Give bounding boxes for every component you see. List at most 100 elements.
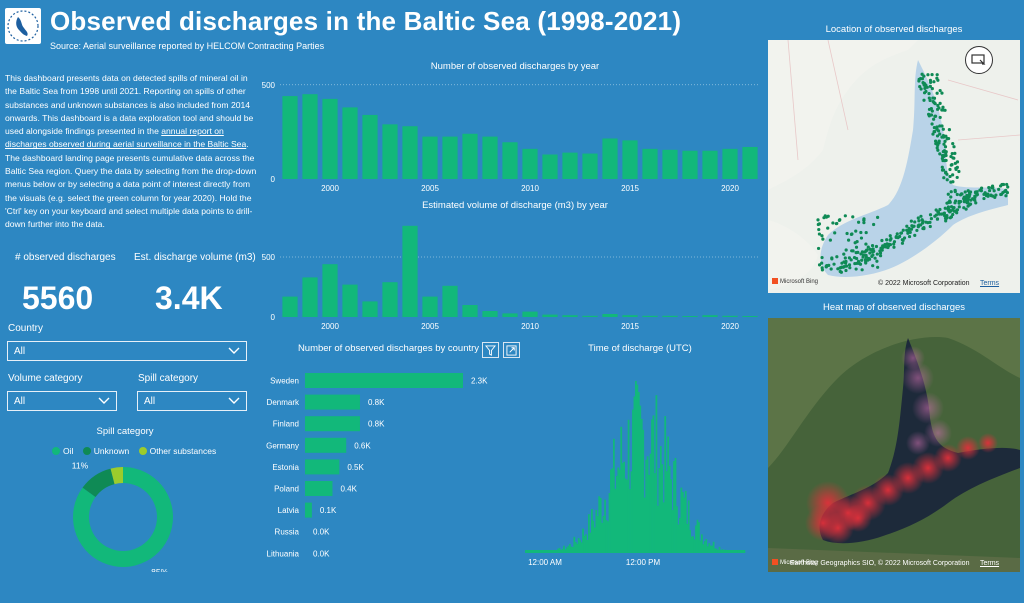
discharges-year-bar[interactable] bbox=[542, 154, 558, 180]
location-map[interactable]: Microsoft Bing © 2022 Microsoft Corporat… bbox=[768, 40, 1020, 293]
location-map-terms[interactable]: Terms bbox=[980, 280, 1000, 287]
spill-dropdown[interactable]: All bbox=[137, 391, 247, 411]
discharges-year-bar[interactable] bbox=[442, 136, 458, 179]
time-bar[interactable] bbox=[576, 543, 579, 553]
time-bar[interactable] bbox=[670, 479, 672, 553]
time-bar[interactable] bbox=[554, 550, 557, 553]
discharges-year-bar[interactable] bbox=[622, 140, 638, 179]
volume-year-bar[interactable] bbox=[542, 314, 558, 317]
time-bar[interactable] bbox=[629, 489, 631, 553]
time-bar[interactable] bbox=[676, 506, 678, 553]
volume-year-bar[interactable] bbox=[602, 314, 618, 317]
time-bar[interactable] bbox=[698, 522, 700, 553]
time-bar[interactable] bbox=[715, 548, 718, 553]
time-bar[interactable] bbox=[547, 550, 549, 553]
time-bar[interactable] bbox=[681, 491, 684, 553]
time-bar[interactable] bbox=[563, 545, 565, 553]
time-bar[interactable] bbox=[706, 546, 709, 553]
discharges-year-bar[interactable] bbox=[382, 124, 398, 179]
time-bar[interactable] bbox=[695, 525, 697, 553]
discharges-year-bar[interactable] bbox=[682, 150, 698, 179]
heat-map-terms[interactable]: Terms bbox=[980, 560, 1000, 567]
volume-year-bar[interactable] bbox=[442, 285, 458, 317]
time-bar[interactable] bbox=[548, 550, 551, 553]
time-bar[interactable] bbox=[608, 493, 611, 553]
time-bar[interactable] bbox=[657, 505, 659, 553]
donut-slice[interactable] bbox=[110, 467, 123, 485]
time-bar[interactable] bbox=[542, 550, 545, 553]
volume-dropdown[interactable]: All bbox=[7, 391, 117, 411]
volume-year-bar[interactable] bbox=[702, 315, 718, 317]
time-bar[interactable] bbox=[679, 517, 681, 553]
time-bar[interactable] bbox=[724, 549, 727, 553]
discharges-year-bar[interactable] bbox=[482, 136, 498, 179]
discharges-by-country-chart[interactable]: Sweden 2.3K Denmark 0.8K Finland 0.8K Germany 0… bbox=[255, 368, 515, 568]
time-bar[interactable] bbox=[539, 550, 542, 553]
time-bar[interactable] bbox=[624, 478, 627, 553]
country-bar[interactable] bbox=[305, 373, 463, 388]
time-bar[interactable] bbox=[733, 550, 736, 553]
volume-year-bar[interactable] bbox=[482, 311, 498, 317]
time-of-discharge-chart[interactable]: 12:00 AM 12:00 PM bbox=[520, 370, 750, 570]
time-bar[interactable] bbox=[525, 550, 527, 553]
time-bar[interactable] bbox=[598, 496, 601, 553]
time-bar[interactable] bbox=[696, 519, 699, 553]
time-bar[interactable] bbox=[725, 550, 728, 553]
time-bar[interactable] bbox=[551, 550, 554, 553]
spill-category-donut[interactable]: 85%11%4% bbox=[55, 462, 205, 572]
volume-year-bar[interactable] bbox=[362, 301, 378, 317]
time-bar[interactable] bbox=[667, 436, 670, 553]
time-bar[interactable] bbox=[538, 550, 540, 553]
volume-year-bar[interactable] bbox=[622, 315, 638, 317]
time-bar[interactable] bbox=[611, 468, 614, 553]
legend-other[interactable]: Other substances bbox=[138, 446, 216, 456]
discharges-year-bar[interactable] bbox=[642, 148, 658, 179]
time-bar[interactable] bbox=[569, 543, 571, 553]
time-bar[interactable] bbox=[742, 550, 744, 553]
discharges-year-bar[interactable] bbox=[362, 114, 378, 179]
time-bar[interactable] bbox=[686, 523, 689, 553]
country-bar[interactable] bbox=[305, 437, 347, 453]
time-bar[interactable] bbox=[659, 446, 662, 553]
time-bar[interactable] bbox=[727, 550, 730, 553]
country-bar[interactable] bbox=[305, 394, 360, 410]
time-bar[interactable] bbox=[620, 426, 623, 553]
time-bar[interactable] bbox=[684, 490, 687, 553]
time-bar[interactable] bbox=[718, 546, 721, 553]
time-bar[interactable] bbox=[614, 488, 617, 553]
discharges-year-bar[interactable] bbox=[402, 126, 418, 179]
time-bar[interactable] bbox=[583, 535, 586, 553]
discharges-year-bar[interactable] bbox=[722, 148, 738, 179]
discharges-year-bar[interactable] bbox=[502, 142, 518, 179]
discharges-year-bar[interactable] bbox=[662, 149, 678, 179]
time-bar[interactable] bbox=[721, 549, 724, 553]
discharges-year-bar[interactable] bbox=[462, 133, 478, 179]
time-bar[interactable] bbox=[596, 516, 599, 553]
time-bar[interactable] bbox=[680, 487, 683, 553]
volume-year-bar[interactable] bbox=[502, 313, 518, 317]
time-bar[interactable] bbox=[699, 540, 702, 553]
time-bar[interactable] bbox=[527, 550, 530, 553]
time-bar[interactable] bbox=[604, 499, 606, 553]
volume-year-bar[interactable] bbox=[662, 315, 678, 317]
time-bar[interactable] bbox=[621, 463, 624, 553]
time-bar[interactable] bbox=[535, 550, 538, 553]
volume-by-year-chart[interactable]: 0 500 2000 2005 2010 2015 2020 bbox=[255, 215, 765, 335]
volume-year-bar[interactable] bbox=[302, 277, 318, 317]
time-bar[interactable] bbox=[740, 550, 743, 553]
time-bar[interactable] bbox=[658, 468, 661, 553]
volume-year-bar[interactable] bbox=[742, 316, 758, 317]
time-bar[interactable] bbox=[674, 457, 677, 553]
time-bar[interactable] bbox=[558, 547, 561, 553]
volume-year-bar[interactable] bbox=[282, 296, 298, 317]
time-bar[interactable] bbox=[739, 550, 741, 553]
discharges-year-bar[interactable] bbox=[302, 94, 318, 179]
time-bar[interactable] bbox=[673, 461, 675, 553]
country-dropdown[interactable]: All bbox=[7, 341, 247, 361]
time-bar[interactable] bbox=[737, 550, 740, 553]
time-bar[interactable] bbox=[599, 497, 602, 553]
legend-unknown[interactable]: Unknown bbox=[82, 446, 129, 456]
time-bar[interactable] bbox=[731, 550, 734, 553]
time-bar[interactable] bbox=[555, 550, 558, 553]
time-bar[interactable] bbox=[702, 544, 705, 553]
